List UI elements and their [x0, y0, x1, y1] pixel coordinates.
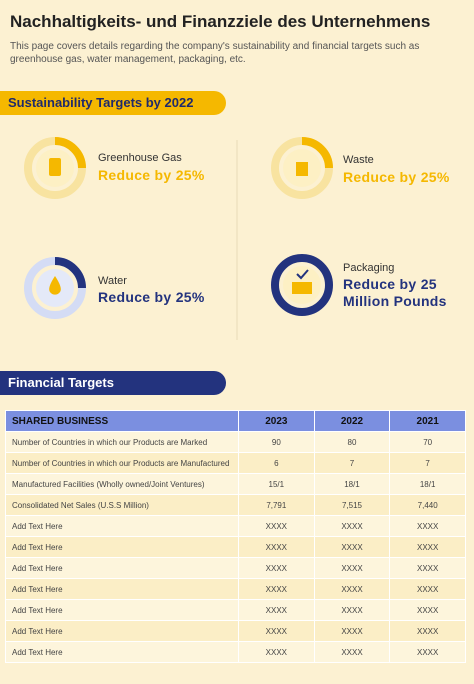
section-banner: Financial Targets	[0, 371, 226, 395]
table-row: Add Text Here XXXX XXXX XXXX	[5, 620, 466, 642]
table-cell: XXXX	[389, 578, 466, 600]
table-cell: XXXX	[389, 515, 466, 537]
table-cell: XXXX	[238, 557, 315, 579]
table-cell: 18/1	[313, 473, 391, 495]
table-cell: 7,791	[238, 494, 315, 516]
table-cell: 15/1	[238, 473, 315, 495]
table-cell: XXXX	[313, 536, 391, 558]
table-cell: 7,515	[313, 494, 391, 516]
table-cell: 7,440	[389, 494, 466, 516]
table-cell: XXXX	[238, 620, 315, 642]
table-row: Manufactured Facilities (Wholly owned/Jo…	[5, 473, 466, 495]
table-cell: XXXX	[313, 578, 391, 600]
table-cell: XXXX	[389, 620, 466, 642]
table-row: Add Text Here XXXX XXXX XXXX	[5, 599, 466, 621]
table-row: Number of Countries in which our Product…	[5, 452, 466, 474]
table-cell: Add Text Here	[5, 557, 239, 579]
table-row: Number of Countries in which our Product…	[5, 431, 466, 453]
table-row: Add Text Here XXXX XXXX XXXX	[5, 641, 466, 663]
target-label: Greenhouse Gas	[98, 152, 182, 164]
page-subtitle: This page covers details regarding the c…	[10, 41, 420, 65]
table-cell: XXXX	[313, 620, 391, 642]
table-cell: XXXX	[238, 578, 315, 600]
table-cell: XXXX	[389, 599, 466, 621]
target-label: Water	[98, 275, 127, 287]
financial-table: SHARED BUSINESS 2023 2022 2021 Number of Co…	[5, 410, 466, 663]
table-header: SHARED BUSINESS 2023 2022 2021	[5, 410, 466, 432]
section-banner: Sustainability Targets by 2022	[0, 91, 226, 115]
table-cell: Add Text Here	[5, 599, 239, 621]
table-cell: Add Text Here	[5, 641, 239, 663]
icons	[24, 137, 333, 340]
header-cell: 2021	[389, 410, 466, 432]
table-row: Add Text Here XXXX XXXX XXXX	[5, 536, 466, 558]
header-cell: 2022	[313, 410, 391, 432]
packaging-icon	[271, 254, 333, 316]
table-cell: 18/1	[389, 473, 466, 495]
table-cell: 7	[389, 452, 466, 474]
table-cell: Number of Countries in which our Product…	[5, 452, 239, 474]
table-cell: 7	[313, 452, 391, 474]
table-cell: Add Text Here	[5, 515, 239, 537]
table-cell: Number of Countries in which our Product…	[5, 431, 239, 453]
table-cell: XXXX	[313, 599, 391, 621]
table-row: Add Text Here XXXX XXXX XXXX	[5, 578, 466, 600]
table-cell: XXXX	[389, 557, 466, 579]
table-cell: Manufactured Facilities (Wholly owned/Jo…	[5, 473, 239, 495]
table-cell: 70	[389, 431, 466, 453]
table-cell: Consolidated Net Sales (U.S.S Million)	[5, 494, 239, 516]
page-title: Nachhaltigkeits- und Finanzziele des Unt…	[10, 12, 431, 31]
table-cell: XXXX	[238, 599, 315, 621]
waste-icon	[271, 137, 333, 199]
target-goal: Reduce by 25%	[343, 169, 450, 185]
table-cell: XXXX	[238, 515, 315, 537]
table-cell: XXXX	[389, 641, 466, 663]
greenhouse-icon	[24, 137, 86, 199]
table-cell: Add Text Here	[5, 536, 239, 558]
table-row: Add Text Here XXXX XXXX XXXX	[5, 515, 466, 537]
table-cell: XXXX	[238, 641, 315, 663]
target-goal: Reduce by 25%	[98, 167, 205, 183]
target-goal: Reduce by 25%	[98, 289, 205, 305]
header-cell: SHARED BUSINESS	[5, 410, 239, 432]
table-cell: XXXX	[313, 641, 391, 663]
table-cell: Add Text Here	[5, 620, 239, 642]
table-row: Consolidated Net Sales (U.S.S Million) 7,…	[5, 494, 466, 516]
table-cell: Add Text Here	[5, 578, 239, 600]
target-label: Packaging	[343, 262, 395, 274]
header-cell: 2023	[238, 410, 315, 432]
table-cell: XXXX	[238, 536, 315, 558]
water-icon	[24, 257, 86, 319]
target-goal: Reduce by 25 Million Pounds	[343, 276, 447, 309]
table-cell: 6	[238, 452, 315, 474]
target-label: Waste	[343, 154, 374, 166]
table-cell: XXXX	[313, 557, 391, 579]
table-cell: 90	[238, 431, 315, 453]
table-cell: XXXX	[313, 515, 391, 537]
table-cell: XXXX	[389, 536, 466, 558]
table-cell: 80	[313, 431, 391, 453]
table-row: Add Text Here XXXX XXXX XXXX	[5, 557, 466, 579]
